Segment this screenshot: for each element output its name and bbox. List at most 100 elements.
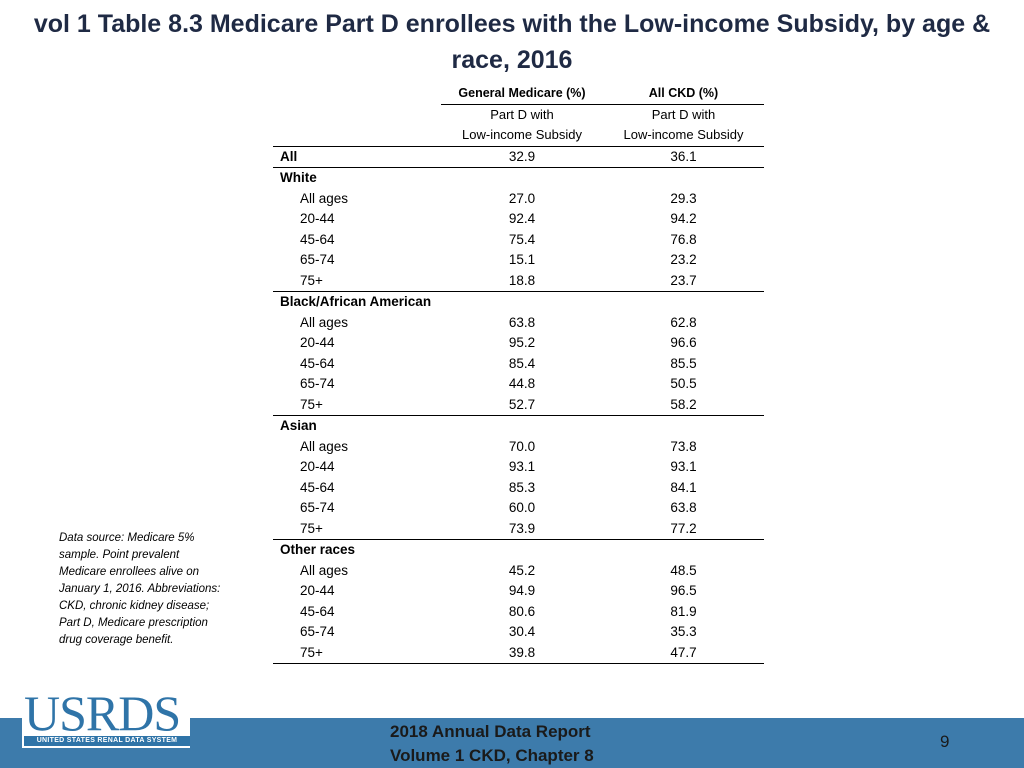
data-source-note: Data source: Medicare 5% sample. Point p… [59, 532, 221, 646]
ckd-value: 77.2 [603, 518, 764, 540]
general-value: 60.0 [508, 500, 536, 515]
table-row: 75+ 39.8 47.7 [273, 642, 764, 664]
age-label: 65-74 [300, 624, 335, 639]
ckd-value: 50.5 [670, 376, 697, 391]
general-value: 70.0 [508, 438, 536, 454]
header-general-medicare: General Medicare (%) [441, 83, 603, 105]
ckd-value: 76.8 [670, 231, 697, 247]
ckd-value: 81.9 [670, 603, 697, 619]
age-label: All ages [300, 438, 349, 454]
data-table-container: General Medicare (%) All CKD (%) Part D … [273, 83, 764, 664]
logo-text: USRDS [24, 685, 181, 741]
general-value: 80.6 [508, 603, 536, 619]
header-empty [273, 83, 441, 104]
table-row: 65-74 15.1 23.2 [273, 250, 764, 271]
table-row: 45-64 85.4 85.5 [273, 354, 764, 375]
ckd-value: 94.2 [670, 211, 697, 226]
ckd-value: 62.8 [670, 314, 697, 330]
footer-report-title: 2018 Annual Data Report Volume 1 CKD, Ch… [390, 720, 594, 768]
empty-cell [603, 416, 764, 437]
group-header-row: White [273, 168, 764, 189]
general-value: 63.8 [508, 314, 536, 330]
table-row: 45-64 80.6 81.9 [273, 602, 764, 623]
general-value: 75.4 [508, 231, 536, 247]
age-label: 45-64 [300, 231, 335, 247]
page-title: vol 1 Table 8.3 Medicare Part D enrollee… [33, 10, 991, 74]
ckd-value: 47.7 [603, 642, 764, 664]
general-value: 93.1 [508, 459, 536, 474]
empty-cell [603, 168, 764, 189]
empty-cell [441, 416, 603, 437]
general-value: 27.0 [508, 190, 536, 206]
table-row: 65-74 60.0 63.8 [273, 498, 764, 519]
age-label: All ages [300, 562, 349, 578]
ckd-value: 58.2 [603, 394, 764, 416]
age-label: 20-44 [300, 335, 335, 350]
table-row: 65-74 44.8 50.5 [273, 374, 764, 395]
table-body: All 32.9 36.1 White All ages 27.0 29.3 20-44… [273, 146, 764, 664]
age-label: 65-74 [300, 376, 335, 391]
age-label: 65-74 [300, 252, 335, 267]
general-value: 30.4 [508, 624, 536, 639]
ckd-value: 48.5 [670, 562, 697, 578]
empty-cell [441, 292, 603, 313]
general-value: 18.8 [441, 270, 603, 292]
ckd-value: 29.3 [670, 190, 697, 206]
table-row: All ages 70.0 73.8 [273, 437, 764, 458]
header-sub2-ckd: Low-income Subsidy [603, 125, 764, 147]
footer-line2: Volume 1 CKD, Chapter 8 [390, 746, 594, 765]
age-label: 45-64 [300, 479, 335, 495]
header-empty [273, 104, 441, 125]
group-header-row: Asian [273, 416, 764, 437]
table-row: All ages 63.8 62.8 [273, 313, 764, 334]
table-row: 20-44 92.4 94.2 [273, 209, 764, 230]
empty-cell [603, 292, 764, 313]
header-sub1-general: Part D with [490, 106, 554, 122]
data-table: General Medicare (%) All CKD (%) Part D … [273, 83, 764, 664]
table-row: 45-64 75.4 76.8 [273, 230, 764, 251]
table-row: 75+ 18.8 23.7 [273, 270, 764, 292]
ckd-value: 23.7 [603, 270, 764, 292]
general-value: 85.3 [508, 479, 536, 495]
table-row: 20-44 93.1 93.1 [273, 457, 764, 478]
general-value: 85.4 [508, 355, 536, 371]
footer-line1: 2018 Annual Data Report [390, 722, 591, 741]
empty-cell [441, 168, 603, 189]
table-row: 20-44 94.9 96.5 [273, 581, 764, 602]
row-label: All [273, 146, 441, 168]
header-empty [273, 125, 441, 147]
general-value: 52.7 [441, 394, 603, 416]
ckd-value: 36.1 [603, 146, 764, 168]
age-label: 20-44 [300, 459, 335, 474]
table-row: 45-64 85.3 84.1 [273, 478, 764, 499]
age-label: 65-74 [300, 500, 335, 515]
age-label: 45-64 [300, 603, 335, 619]
ckd-value: 84.1 [670, 479, 697, 495]
age-label: 75+ [273, 270, 441, 292]
ckd-value: 23.2 [670, 252, 697, 267]
group-label: White [280, 170, 317, 185]
general-value: 95.2 [508, 335, 536, 350]
group-label: Other races [280, 542, 356, 557]
ckd-value: 63.8 [670, 500, 697, 515]
logo-subtitle: UNITED STATES RENAL DATA SYSTEM [24, 736, 190, 746]
general-value: 32.9 [441, 146, 603, 168]
group-label: Asian [280, 418, 317, 433]
group-header-row: Black/African American [273, 292, 764, 313]
header-sub2-general: Low-income Subsidy [441, 125, 603, 147]
usrds-logo: USRDS UNITED STATES RENAL DATA SYSTEM [22, 685, 190, 748]
general-value: 45.2 [508, 562, 536, 578]
age-label: 20-44 [300, 211, 335, 226]
general-value: 92.4 [508, 211, 536, 226]
general-value: 15.1 [508, 252, 536, 267]
ckd-value: 85.5 [670, 355, 697, 371]
ckd-value: 96.5 [670, 583, 697, 598]
table-row: 20-44 95.2 96.6 [273, 333, 764, 354]
ckd-value: 73.8 [670, 438, 697, 454]
general-value: 39.8 [441, 642, 603, 664]
ckd-value: 96.6 [670, 335, 697, 350]
header-all-ckd: All CKD (%) [603, 83, 764, 105]
table-row: All 32.9 36.1 [273, 146, 764, 168]
table-row: 75+ 73.9 77.2 [273, 518, 764, 540]
age-label: 75+ [273, 518, 441, 540]
